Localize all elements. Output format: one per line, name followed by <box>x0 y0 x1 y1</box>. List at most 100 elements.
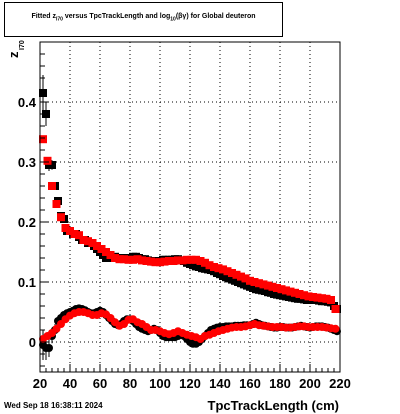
data-point-square <box>75 231 83 240</box>
data-point-square <box>187 255 196 264</box>
x-tick-label: 40 <box>63 376 77 391</box>
data-point-square <box>327 296 335 304</box>
data-point-square <box>138 256 146 265</box>
title-part-mid: versus TpcTrackLength and log <box>62 13 171 20</box>
data-layer <box>39 75 341 360</box>
data-point-square <box>259 280 268 289</box>
y-tick-label: 0.1 <box>18 275 36 290</box>
data-point-square <box>70 230 79 238</box>
y-tick-label: 0 <box>29 335 36 350</box>
data-point-square <box>201 258 209 267</box>
data-point-square <box>111 254 119 262</box>
data-point-square <box>169 257 178 265</box>
data-point-square <box>277 285 286 294</box>
data-point-square <box>268 282 277 291</box>
data-point-square <box>192 255 200 264</box>
data-point-square <box>93 242 101 250</box>
data-point-square <box>129 255 137 264</box>
x-axis-label: TpcTrackLength (cm) <box>208 398 339 413</box>
chart-title: Fitted zI70 versus TpcTrackLength and lo… <box>5 13 282 22</box>
data-point-square <box>246 276 254 285</box>
title-part-pre: Fitted z <box>31 13 56 20</box>
chart-title-box: Fitted zI70 versus TpcTrackLength and lo… <box>4 2 283 37</box>
y-tick-label: 0.3 <box>18 155 36 170</box>
data-point-square <box>147 257 155 266</box>
y-axis-label-subscript: I70 <box>19 40 26 50</box>
data-point-square <box>273 284 281 292</box>
data-point-square <box>205 261 214 270</box>
data-point-square <box>97 245 106 253</box>
data-point-square <box>39 135 47 144</box>
data-point-square <box>52 200 61 208</box>
data-point-square <box>309 293 317 301</box>
x-tick-label: 180 <box>269 376 291 391</box>
data-point-square <box>48 182 56 190</box>
data-point-square <box>66 227 74 235</box>
data-point-square <box>115 255 124 264</box>
data-point-square <box>178 256 187 265</box>
data-point-square <box>174 256 182 265</box>
data-point-square <box>79 236 88 244</box>
grid-layer <box>40 42 340 372</box>
data-point-square <box>124 255 133 264</box>
data-point-square <box>120 255 128 264</box>
x-tick-label: 220 <box>329 376 351 391</box>
x-tick-label: 120 <box>179 376 201 391</box>
axis-layer: 20 40 60 80 100 120 140 160 180 200 220 0 0.1 0.2 0.3 0… <box>18 41 351 391</box>
x-tick-label: 200 <box>299 376 321 391</box>
title-subscript-i70: I70 <box>55 16 63 23</box>
data-point-square <box>210 263 218 271</box>
data-point-square <box>219 265 227 274</box>
data-point-square <box>106 251 115 259</box>
data-point-square <box>61 224 70 232</box>
x-tick-label: 80 <box>123 376 137 391</box>
data-point-square <box>304 292 313 301</box>
data-point-square <box>223 267 232 276</box>
data-point-square <box>300 291 308 300</box>
title-subscript-10: 10 <box>170 16 176 23</box>
x-tick-label: 20 <box>33 376 47 391</box>
data-point-square <box>228 269 236 277</box>
data-point-square <box>291 288 299 297</box>
footer-date: Wed Sep 18 16:38:11 2024 <box>4 401 103 410</box>
data-point-square <box>264 281 272 290</box>
data-point-square <box>88 239 97 247</box>
data-point-square <box>156 258 164 267</box>
data-point-square <box>286 287 295 296</box>
data-point-square <box>318 294 326 303</box>
data-point-square <box>295 290 304 298</box>
data-point-square <box>196 257 205 265</box>
data-point-square <box>160 257 169 266</box>
data-point-square <box>42 110 50 118</box>
data-point-square <box>183 255 191 264</box>
data-point-square <box>84 237 92 246</box>
data-point-square <box>322 294 331 303</box>
x-tick-label: 60 <box>93 376 107 391</box>
data-point-circle <box>331 324 340 333</box>
data-point-square <box>142 257 151 265</box>
data-point-square <box>48 161 56 169</box>
data-point-square <box>214 264 223 273</box>
data-point-square <box>313 293 322 302</box>
data-point-square <box>331 305 340 313</box>
y-axis-label: z <box>6 51 21 58</box>
data-point-square <box>232 270 241 279</box>
x-tick-label: 160 <box>239 376 261 391</box>
x-tick-label: 100 <box>149 376 171 391</box>
data-point-square <box>151 258 160 267</box>
title-part-post: (βγ) for Global deuteron <box>175 13 256 20</box>
data-point-square <box>237 272 245 281</box>
y-tick-label: 0.2 <box>18 215 36 230</box>
data-point-square <box>39 89 47 97</box>
x-tick-label: 140 <box>209 376 231 391</box>
data-point-square <box>241 274 250 283</box>
data-point-square <box>255 279 263 288</box>
data-point-square <box>165 257 173 265</box>
data-point-circle <box>45 344 53 352</box>
data-point-square <box>102 248 110 256</box>
data-point-square <box>250 278 259 286</box>
data-point-square <box>282 286 290 295</box>
data-point-square <box>133 255 142 264</box>
y-tick-label: 0.4 <box>18 95 37 110</box>
